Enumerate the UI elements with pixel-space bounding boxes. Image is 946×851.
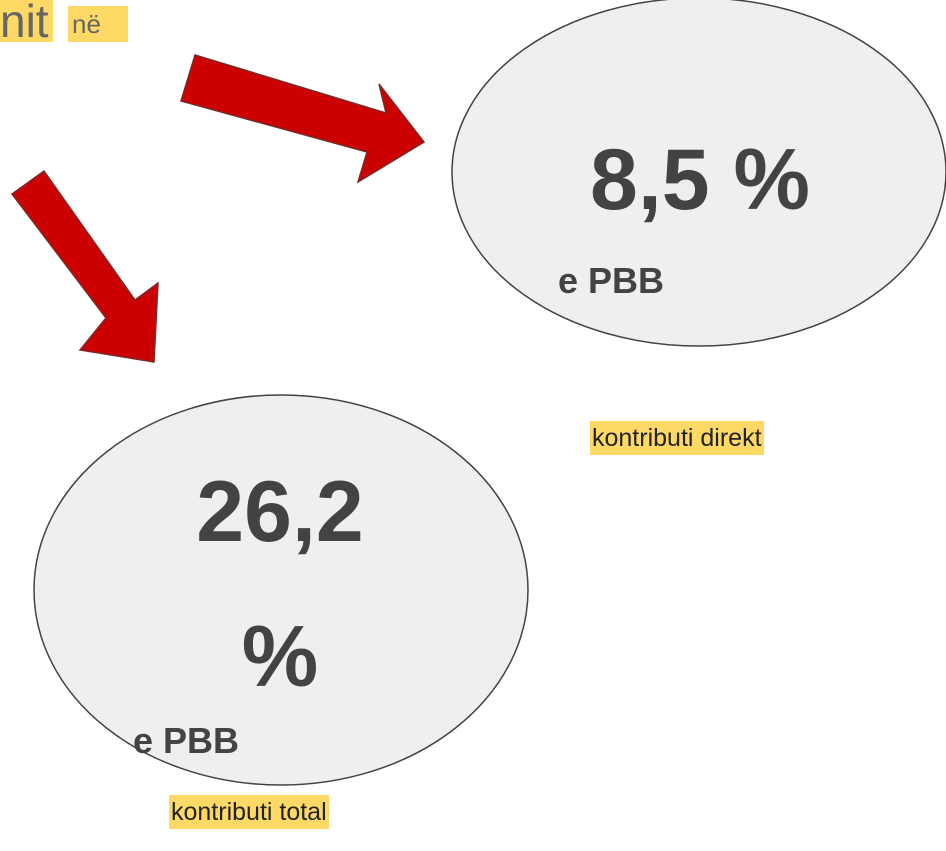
- caption-direct: kontributi direkt: [590, 421, 764, 455]
- arrow-down: [10, 169, 159, 363]
- caption-total: kontributi total: [169, 795, 329, 829]
- ellipse-total: [33, 394, 529, 786]
- title-fragment: nit: [0, 0, 53, 42]
- word: në: [68, 6, 128, 42]
- unit-total: e PBB: [133, 720, 240, 761]
- arrow-right: [180, 54, 426, 184]
- unit-direct: e PBB: [558, 260, 665, 301]
- ellipse-direct: [451, 0, 946, 347]
- value-direct: 8,5 %: [590, 132, 810, 228]
- value-total: 26,2 %: [196, 464, 364, 705]
